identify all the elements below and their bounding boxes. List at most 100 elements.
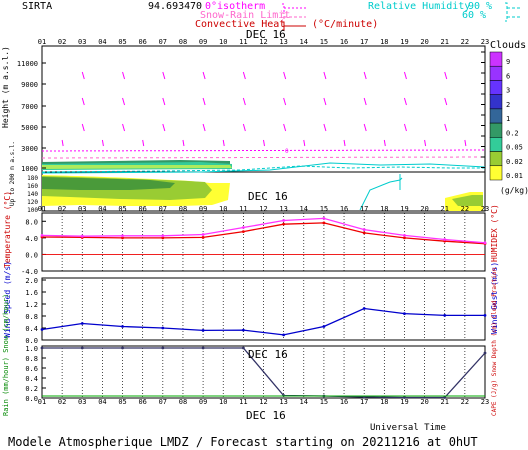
hour-tick-label: 01 <box>38 205 46 213</box>
y-tick-label: 0.8 <box>25 355 38 363</box>
height-tick-label: 5000 <box>21 124 38 132</box>
wind-panel-frame <box>41 277 486 341</box>
y-tick-label: 0.2 <box>25 385 38 393</box>
height-ylabel: Height (m a.s.l.) <box>1 46 10 128</box>
wind-barb <box>162 71 166 80</box>
wind-barb <box>182 139 185 147</box>
wind-barb <box>323 123 327 132</box>
hour-tick-label: 03 <box>78 398 86 406</box>
convective-unit: (°C/minute) <box>312 19 378 30</box>
temperature-content: 8.0 4.0 0.0 -4.0 <box>21 213 487 276</box>
hour-tick-label: 07 <box>159 205 167 213</box>
precip-panel: 1.0 0.8 0.6 0.4 0.2 0.0 DEC 16 Rain (mm/hour)… <box>2 268 498 416</box>
clouds-legend: Clouds (g/kg) 9 6 3 2 1 0.2 0.05 0.02 0.01 <box>489 40 528 195</box>
hour-tick-label: 16 <box>340 38 348 46</box>
hour-tick-label: 16 <box>340 205 348 213</box>
series-point <box>161 346 165 350</box>
cloud-legend-level: 6 <box>506 72 510 80</box>
series-point <box>40 233 44 237</box>
hour-tick-label: 20 <box>420 38 428 46</box>
y-tick-label: 4.0 <box>25 235 38 243</box>
hour-tick-label: 15 <box>320 38 328 46</box>
y-tick-label: 0.8 <box>25 313 38 321</box>
cloud-legend-level: 3 <box>506 87 510 95</box>
series-point <box>161 234 165 238</box>
series-point <box>403 233 406 237</box>
header: SIRTA 94.6934 70 0°isotherm Snow-Rain Li… <box>22 1 522 31</box>
cloud-legend-level: 0.2 <box>506 129 519 137</box>
hour-tick-label: 03 <box>78 38 86 46</box>
y-tick-label: 1.2 <box>25 301 38 309</box>
hour-tick-label: 08 <box>179 205 187 213</box>
height-tick-label: 1000 <box>21 165 38 173</box>
series-point <box>483 241 487 245</box>
hour-tick-label: 11 <box>239 205 247 213</box>
hour-tick-label: 04 <box>98 205 106 213</box>
series-point <box>201 236 205 239</box>
series-point <box>483 351 487 355</box>
series-point <box>403 236 406 240</box>
hour-tick-label: 12 <box>259 38 267 46</box>
wind-ylabel: Wind Speed (m/s) <box>3 261 12 338</box>
cloud-legend-level: 2 <box>506 101 510 109</box>
height-tick-label: 3000 <box>21 145 38 153</box>
wind-barb <box>122 123 126 132</box>
clouds-legend-title: Clouds <box>490 40 526 51</box>
cloud-legend-level: 0.02 <box>506 158 523 166</box>
series-point <box>362 228 366 231</box>
wind-barb <box>162 97 166 106</box>
hour-tick-label: 03 <box>78 205 86 213</box>
hour-tick-label: 14 <box>300 205 308 213</box>
cloud-legend-swatch <box>489 108 503 124</box>
hour-tick-label: 19 <box>400 38 408 46</box>
hour-tick-label: 04 <box>98 38 106 46</box>
wind-barb <box>101 139 104 147</box>
humidity-60-line <box>41 162 486 174</box>
precip-content: 1.0 0.8 0.6 0.4 0.2 0.0 <box>25 345 487 403</box>
humidity-label: Relative Humidity <box>368 1 470 12</box>
series-point <box>241 230 245 234</box>
wind-barb <box>222 139 225 147</box>
series-point <box>121 234 124 238</box>
cloud-legend-swatch <box>489 51 503 67</box>
wind-barb <box>61 139 64 147</box>
low-cloud-dark <box>42 177 175 190</box>
hour-tick-label: 14 <box>300 398 308 406</box>
y-tick-label: 1.0 <box>25 345 38 353</box>
hour-tick-label: 07 <box>159 398 167 406</box>
hour-axis-top: 01 02 03 04 05 06 07 08 09 10 11 12 13 14 15 16 17 18 19 20… <box>38 38 489 46</box>
wind-barb <box>122 97 126 106</box>
series-point <box>121 325 124 328</box>
y-tick-label: 0.4 <box>25 375 38 383</box>
y-tick-label: 0.0 <box>25 337 38 345</box>
hour-tick-label: 14 <box>300 38 308 46</box>
cloud-band-yellow <box>42 165 232 169</box>
wind-barb <box>303 139 306 147</box>
wind-barb <box>363 97 367 106</box>
wind-barb <box>162 123 166 132</box>
hour-tick-label: 16 <box>340 398 348 406</box>
legend-isotherm: 0°isotherm <box>205 1 265 12</box>
series-point <box>403 312 406 315</box>
series-point <box>241 226 245 229</box>
height-low-tick-label: 120 <box>27 199 38 206</box>
hour-tick-label: 19 <box>400 398 408 406</box>
hour-tick-label: 11 <box>239 398 247 406</box>
series-point <box>40 346 44 350</box>
isotherm-line <box>41 149 486 152</box>
wind-barb <box>81 97 85 106</box>
series-point <box>201 329 205 332</box>
precip-ylabel: Rain (mm/hour) Snow (cm/hour) <box>2 294 10 416</box>
wind-barb <box>122 71 126 80</box>
hour-tick-label: 15 <box>320 205 328 213</box>
series-point <box>241 346 245 350</box>
hour-tick-label: 01 <box>38 398 46 406</box>
humidex-ylabel: HUMIDEX (°C) <box>490 204 499 262</box>
wind-barb <box>444 123 448 132</box>
series-point <box>362 231 366 235</box>
hour-tick-label: 22 <box>461 205 469 213</box>
height-low-tick-label: 100 <box>27 207 38 214</box>
wind-barb <box>444 97 448 106</box>
wind-barb <box>263 139 265 147</box>
humidity-60: 60 % <box>462 10 486 21</box>
